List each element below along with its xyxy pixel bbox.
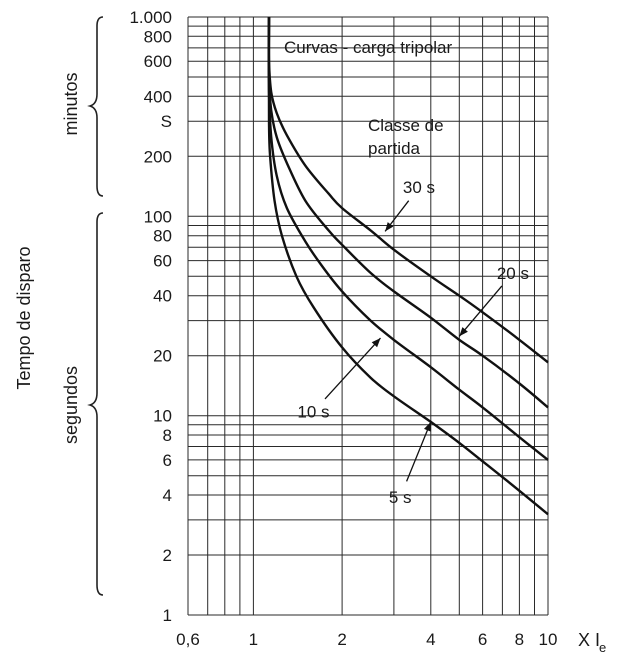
x-tick-label: 2 xyxy=(337,630,346,649)
y-tick-label: 200 xyxy=(144,147,172,166)
annotation-layer: 30 s 20 s 10 s 5 s xyxy=(297,178,529,507)
arrowhead xyxy=(459,327,468,337)
brace-minutos xyxy=(87,16,104,197)
grid-layer xyxy=(187,16,549,616)
y-tick-label: 1 xyxy=(163,606,172,625)
series-layer xyxy=(267,16,549,516)
legend-title-line2: partida xyxy=(368,139,421,158)
curve-label: 30 s xyxy=(403,178,435,197)
curve-label: 5 s xyxy=(389,488,412,507)
curve-30s xyxy=(267,16,549,364)
brace-label-segundos: segundos xyxy=(61,366,81,444)
y-tick-label: 10 xyxy=(153,407,172,426)
y-tick-label: 800 xyxy=(144,27,172,46)
y-tick-label: 80 xyxy=(153,227,172,246)
brace-label-minutos: minutos xyxy=(61,72,81,135)
arrowhead xyxy=(371,338,381,348)
label-arrow xyxy=(405,421,432,482)
x-tick-label: 6 xyxy=(478,630,487,649)
x-tick-label: 8 xyxy=(515,630,524,649)
x-axis-label: X I xyxy=(578,630,600,650)
y-axis-label: Tempo de disparo xyxy=(14,246,34,389)
y-tick-label: 1.000 xyxy=(129,8,172,27)
arrowhead xyxy=(424,421,431,432)
y-tick-label: 8 xyxy=(163,426,172,445)
label-arrow xyxy=(458,285,503,337)
y-tick-label: 20 xyxy=(153,347,172,366)
chart-title: Curvas - carga tripolar xyxy=(284,38,453,57)
legend-title-line1: Classe de xyxy=(368,116,444,135)
curve-label: 10 s xyxy=(297,402,329,421)
x-tick-label: 1 xyxy=(249,630,258,649)
y-tick-label: 60 xyxy=(153,252,172,271)
curve-label: 20 s xyxy=(497,264,529,283)
y-tick-label: 400 xyxy=(144,87,172,106)
y-tick-label: 100 xyxy=(144,207,172,226)
curve-20s xyxy=(267,16,549,409)
arrowhead xyxy=(385,222,394,232)
y-tick-label: 40 xyxy=(153,287,172,306)
x-tick-label: 10 xyxy=(539,630,558,649)
y-tick-label: 4 xyxy=(163,486,172,505)
y-tick-label: S xyxy=(161,112,172,131)
y-tick-label: 6 xyxy=(163,451,172,470)
x-axis-label-subscript: e xyxy=(599,640,606,655)
curve-10s xyxy=(267,16,549,461)
brace-segundos xyxy=(87,212,104,596)
x-tick-label: 4 xyxy=(426,630,435,649)
curve-5s xyxy=(267,16,549,516)
label-arrow xyxy=(324,337,381,400)
x-tick-label: 0,6 xyxy=(176,630,200,649)
y-tick-label: 600 xyxy=(144,52,172,71)
y-tick-label: 2 xyxy=(163,546,172,565)
